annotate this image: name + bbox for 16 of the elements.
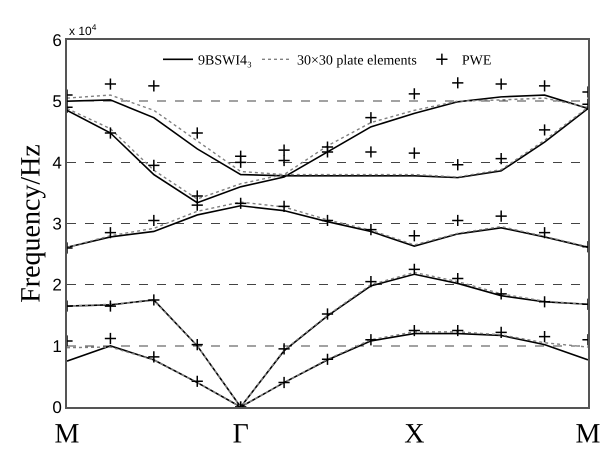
y-tick-label: 6 <box>52 30 62 50</box>
y-axis-title: Frequency/Hz <box>16 144 47 303</box>
x-tick-label: X <box>404 418 424 450</box>
y-tick-label: 4 <box>52 153 62 172</box>
y-tick-label: 1 <box>52 336 62 356</box>
y-tick-label: 2 <box>52 276 62 295</box>
y-tick-label: 5 <box>52 92 62 112</box>
legend-label: 30×30 plate elements <box>297 54 417 69</box>
legend-label: 9BSWI4₃ <box>198 54 252 69</box>
x-tick-label: M <box>576 418 601 450</box>
y-tick-label: 0 <box>52 398 62 417</box>
text: x 10$^{4}$ <box>69 22 97 38</box>
legend-label: PWE <box>462 54 492 69</box>
x-tick-label: M <box>54 418 80 450</box>
x-tick-label: Γ <box>232 418 249 450</box>
y-tick-label: 3 <box>52 214 62 234</box>
